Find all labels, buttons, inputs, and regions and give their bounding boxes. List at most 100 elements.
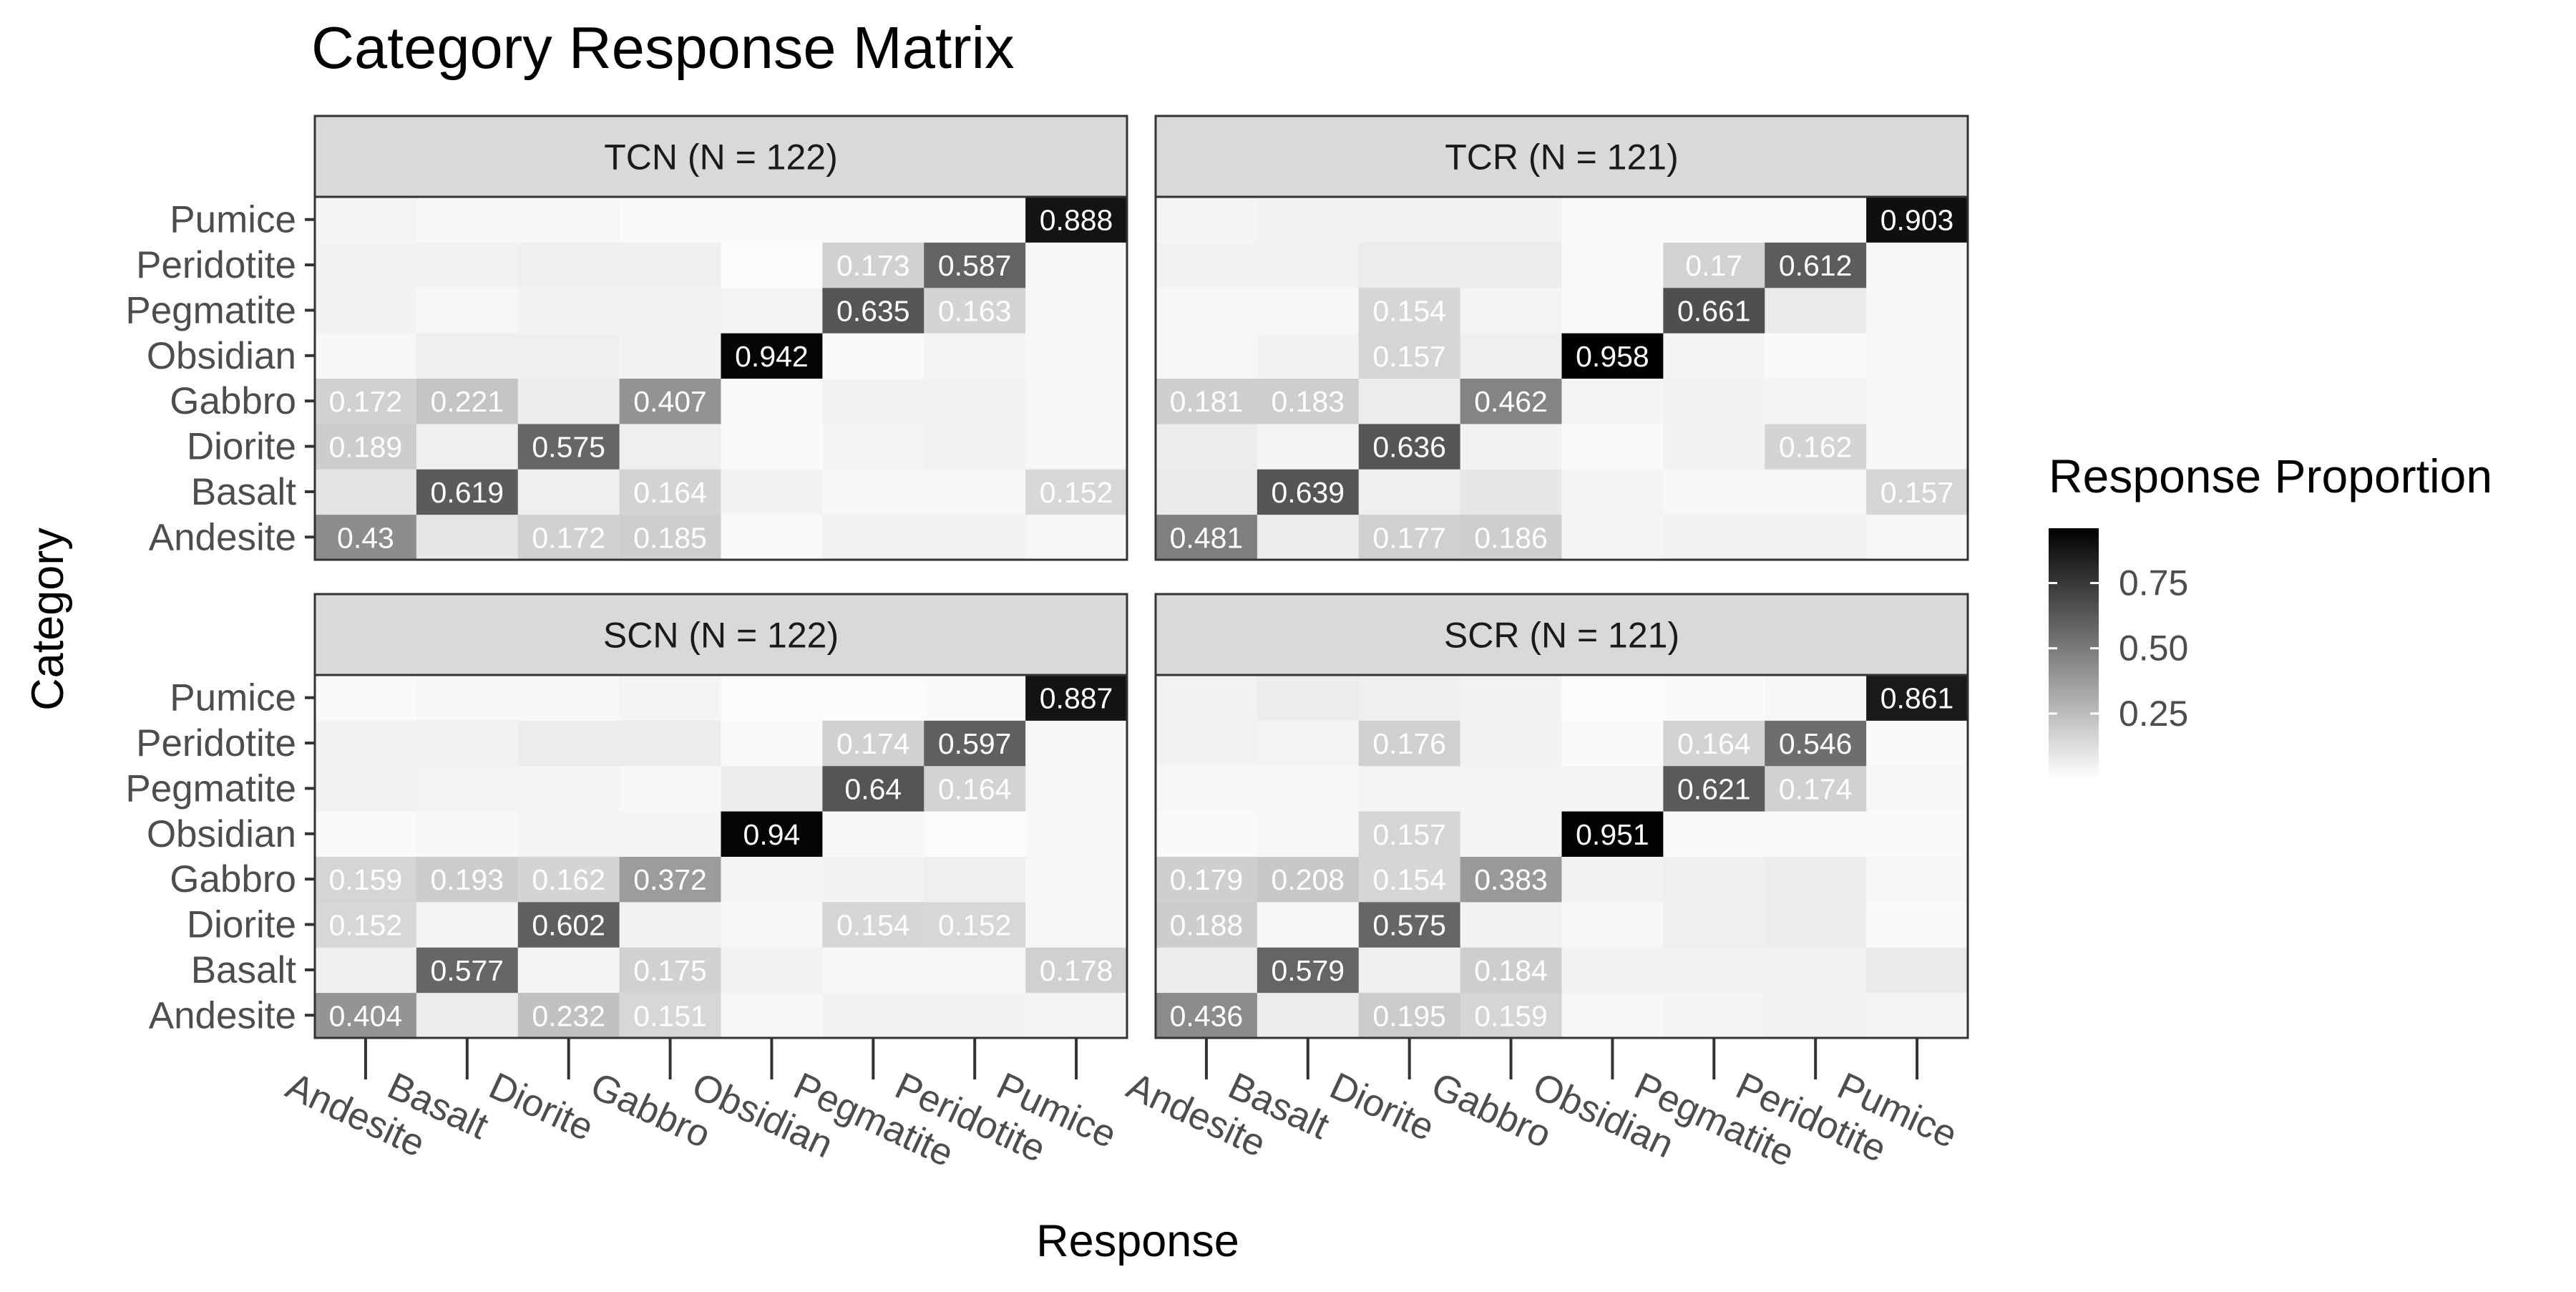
heatmap-cell [1765,856,1867,903]
heatmap-cell [1765,675,1867,721]
heatmap-cell [1358,901,1461,948]
heatmap-cell [721,423,823,470]
cell-value-label: 0.43 [337,521,394,554]
panel-border [1154,195,1969,561]
heatmap-cell [1025,333,1128,379]
heatmap-cell [1156,720,1258,767]
heatmap-cell [517,423,620,470]
heatmap-cell [416,901,519,948]
cell-value-label: 0.151 [633,999,707,1032]
heatmap-cell [315,765,417,812]
heatmap-cell [1156,469,1258,515]
heatmap-cell [721,856,823,903]
heatmap-cell [619,287,721,334]
heatmap-cell [1257,856,1360,903]
heatmap-cell [619,856,721,903]
heatmap-cell [822,287,924,334]
cell-value-label: 0.597 [938,727,1012,760]
heatmap-cell [1358,514,1461,560]
heatmap-cell [721,901,823,948]
heatmap-cell [924,514,1026,560]
heatmap-cell [924,765,1026,812]
heatmap-cell [315,378,417,424]
heatmap-cell [1460,378,1562,424]
heatmap-cell [1460,992,1562,1039]
heatmap-cell [1257,423,1360,470]
cell-value-label: 0.193 [431,863,504,896]
cell-value-label: 0.221 [431,385,504,418]
heatmap-cell [1460,197,1562,243]
heatmap-cell [416,856,519,903]
heatmap-cell [517,901,620,948]
heatmap-cell [1561,765,1664,812]
heatmap-cell [517,197,620,243]
heatmap-cell [1358,811,1461,857]
heatmap-cell [822,992,924,1039]
heatmap-cell [1358,197,1461,243]
heatmap-cell [924,287,1026,334]
heatmap-cell [1561,901,1664,948]
heatmap-cell [1765,514,1867,560]
heatmap-cell [1663,675,1765,721]
heatmap-cell [1663,242,1765,288]
heatmap-cell [315,720,417,767]
legend-title: Response Proportion [2049,450,2492,502]
cell-value-label: 0.587 [938,249,1012,282]
heatmap-cell [721,514,823,560]
heatmap-cell [517,287,620,334]
heatmap-cell [1156,333,1258,379]
heatmap-cell [1561,333,1664,379]
heatmap-cell [1460,675,1562,721]
heatmap-cell [1358,378,1461,424]
heatmap-cell [416,378,519,424]
heatmap-cell [1025,423,1128,470]
heatmap-cell [822,378,924,424]
cell-value-label: 0.579 [1272,954,1345,987]
heatmap-cell [1765,901,1867,948]
cell-value-label: 0.173 [836,249,910,282]
y-tick-label: Pumice [170,199,296,241]
heatmap-cell [721,992,823,1039]
heatmap-cell [619,811,721,857]
panel-strip-label: SCR (N = 121) [1444,616,1679,656]
y-tick-label: Diorite [187,904,296,946]
heatmap-cell [1765,765,1867,812]
heatmap-cell [517,675,620,721]
cell-value-label: 0.481 [1170,521,1244,554]
heatmap-cell [822,947,924,994]
y-tick-label: Obsidian [147,813,296,855]
heatmap-cell [1257,469,1360,515]
cell-value-label: 0.64 [844,772,902,805]
cell-value-label: 0.619 [431,476,504,509]
panel-scn: SCN (N = 122) 0.404 0.232 0.151 0.577 0.175 0.… [125,593,1128,1175]
heatmap-cell [721,287,823,334]
panel-strip [1154,593,1969,676]
heatmap-cell [822,242,924,288]
heatmap-cell [1358,469,1461,515]
heatmap-cell [1358,947,1461,994]
heatmap-cell [721,811,823,857]
cell-value-label: 0.546 [1779,727,1853,760]
heatmap-cell [924,811,1026,857]
heatmap-cell [315,992,417,1039]
heatmap-cell [619,720,721,767]
heatmap-cell [1663,720,1765,767]
heatmap-cell [1156,811,1258,857]
cell-value-label: 0.163 [938,294,1012,327]
heatmap-cell [1765,333,1867,379]
heatmap-cell [517,514,620,560]
heatmap-cell [1156,856,1258,903]
heatmap-cell [1257,514,1360,560]
heatmap-cell [517,811,620,857]
heatmap-cell [315,675,417,721]
heatmap-cell [1866,197,1968,243]
heatmap-cell [822,197,924,243]
y-tick-label: Basalt [191,949,297,991]
chart-title: Category Response Matrix [311,14,1015,81]
heatmap-cell [619,242,721,288]
heatmap-cell [1561,197,1664,243]
heatmap-cell [1156,197,1258,243]
cell-value-label: 0.179 [1170,863,1244,896]
cell-value-label: 0.372 [633,863,707,896]
heatmap-cell [517,947,620,994]
